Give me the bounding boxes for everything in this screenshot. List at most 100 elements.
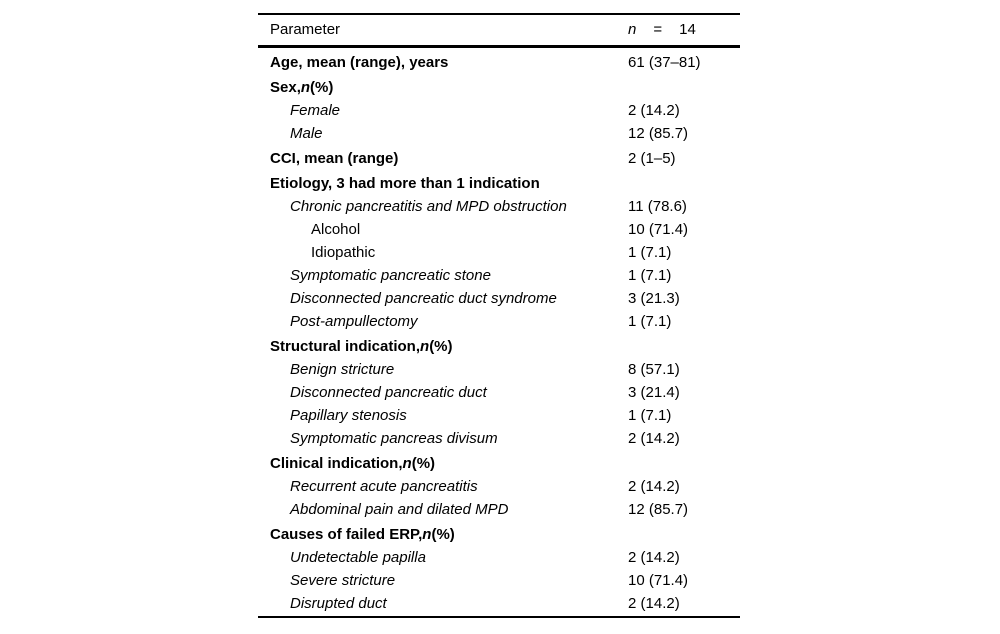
row-label: Age, mean (range), years [270,51,448,74]
row-value: 11 (78.6) [628,198,687,215]
table-body: Age, mean (range), years 61 (37–81) Sex,n(… [258,48,740,615]
row-value: 3 (21.3) [628,290,680,307]
row-label-suffix: (%) [411,455,436,472]
table-row: Disrupted duct 2 (14.2) [258,592,740,615]
row-label: Disconnected pancreatic duct syndrome [290,287,557,310]
row-label-text: Benign stricture [290,361,395,378]
row-label: Male [290,122,323,145]
row-value: 10 (71.4) [628,221,689,238]
table-row: Benign stricture 8 (57.1) [258,358,740,381]
row-label: Female [290,99,340,122]
table-row: Female 2 (14.2) [258,99,740,122]
row-value: 2 (1–5) [628,150,676,167]
row-label: Symptomatic pancreas divisum [290,427,498,450]
row-value: 1 (7.1) [628,407,672,424]
row-label-text: Sex, [270,79,301,96]
row-label: Alcohol [311,218,360,241]
row-value: 2 (14.2) [628,430,680,447]
patient-characteristics-table: Parameter n = 14 Age, mean (range), years 6… [258,13,740,618]
row-label-text: Alcohol [311,221,361,238]
row-label-text: Chronic pancreatitis and MPD obstruction [290,198,567,215]
table-row: Symptomatic pancreatic stone 1 (7.1) [258,264,740,287]
row-label: Undetectable papilla [290,546,426,569]
table-bottom-rule [258,616,740,618]
table-row: Abdominal pain and dilated MPD 12 (85.7) [258,498,740,521]
row-label-text: Idiopathic [311,244,376,261]
header-equals-sign: = [653,21,663,38]
table-row: CCI, mean (range) 2 (1–5) [258,147,740,170]
table-row: Alcohol 10 (71.4) [258,218,740,241]
row-label: Sex,n(%) [270,76,333,99]
row-label: Clinical indication,n(%) [270,452,435,475]
table-row: Recurrent acute pancreatitis 2 (14.2) [258,475,740,498]
row-label-text: Post-ampullectomy [290,313,418,330]
row-label-text: Age, mean (range), years [270,54,449,71]
row-label: Post-ampullectomy [290,310,418,333]
table-row: Symptomatic pancreas divisum 2 (14.2) [258,427,740,450]
header-n-symbol: n [628,21,637,38]
row-value: 8 (57.1) [628,361,680,378]
table-row: Age, mean (range), years 61 (37–81) [258,51,740,74]
table-row: Idiopathic 1 (7.1) [258,241,740,264]
row-value: 1 (7.1) [628,244,672,261]
row-value: 3 (21.4) [628,384,680,401]
table-top-rule [258,13,740,15]
table-row: Structural indication,n(%) [258,335,740,358]
row-label-text: Severe stricture [290,572,396,589]
table-row: Etiology, 3 had more than 1 indication [258,172,740,195]
row-value: 1 (7.1) [628,267,672,284]
row-label: Disconnected pancreatic duct [290,381,487,404]
row-label-text: Symptomatic pancreas divisum [290,430,498,447]
table-row: Severe stricture 10 (71.4) [258,569,740,592]
row-value: 2 (14.2) [628,549,680,566]
row-label-text: Structural indication, [270,338,421,355]
row-label-n-symbol: n [422,526,432,543]
row-label: Causes of failed ERP,n(%) [270,523,455,546]
row-label: Structural indication,n(%) [270,335,453,358]
table-row: Male 12 (85.7) [258,122,740,145]
row-label: Abdominal pain and dilated MPD [290,498,508,521]
row-value: 2 (14.2) [628,478,680,495]
table-row: Disconnected pancreatic duct 3 (21.4) [258,381,740,404]
row-label: Recurrent acute pancreatitis [290,475,478,498]
table-row: Chronic pancreatitis and MPD obstruction… [258,195,740,218]
table-header-row: Parameter n = 14 [258,15,740,45]
row-label: Etiology, 3 had more than 1 indication [270,172,540,195]
row-label: Symptomatic pancreatic stone [290,264,491,287]
row-label-n-symbol: n [420,338,430,355]
row-value: 1 (7.1) [628,313,672,330]
header-parameter-label: Parameter [270,21,341,38]
row-label: Severe stricture [290,569,395,592]
row-label-text: Disconnected pancreatic duct syndrome [290,290,557,307]
row-label: Benign stricture [290,358,394,381]
row-value: 2 (14.2) [628,595,680,612]
row-label: Papillary stenosis [290,404,407,427]
row-label-text: Causes of failed ERP, [270,526,423,543]
row-label-suffix: (%) [429,338,453,355]
table-row: Clinical indication,n(%) [258,452,740,475]
table-header-rule [258,45,740,48]
row-label-text: Female [290,102,341,119]
table-row: Causes of failed ERP,n(%) [258,523,740,546]
table-row: Disconnected pancreatic duct syndrome 3 (… [258,287,740,310]
row-label-text: Symptomatic pancreatic stone [290,267,491,284]
header-n-value: n = 14 [628,15,696,45]
row-label: Chronic pancreatitis and MPD obstruction [290,195,567,218]
row-label-text: CCI, mean (range) [270,150,399,167]
row-value: 12 (85.7) [628,501,689,518]
table-row: Undetectable papilla 2 (14.2) [258,546,740,569]
row-label-text: Undetectable papilla [290,549,426,566]
row-label-n-symbol: n [402,455,412,472]
row-label-text: Papillary stenosis [290,407,407,424]
row-label-text: Abdominal pain and dilated MPD [290,501,509,518]
header-n-count: 14 [679,21,696,38]
row-label-text: Disconnected pancreatic duct [290,384,487,401]
row-label-text: Male [290,125,323,142]
row-label: CCI, mean (range) [270,147,398,170]
row-label: Idiopathic [311,241,375,264]
table-row: Papillary stenosis 1 (7.1) [258,404,740,427]
row-label-text: Recurrent acute pancreatitis [290,478,478,495]
row-value: 2 (14.2) [628,102,680,119]
table-row: Sex,n(%) [258,76,740,99]
row-label: Disrupted duct [290,592,387,615]
